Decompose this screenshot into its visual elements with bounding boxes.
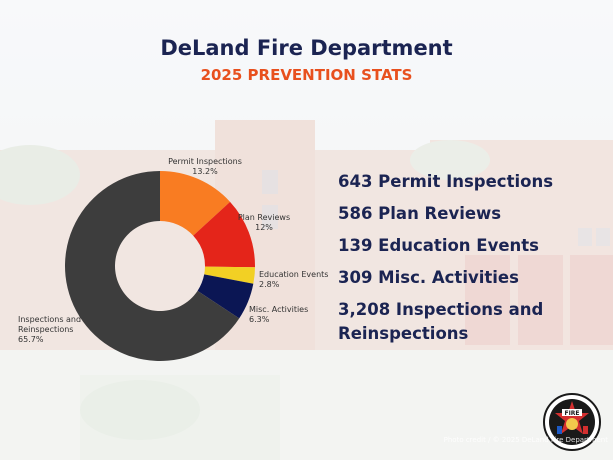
donut-slice-plan-reviews xyxy=(193,201,255,268)
stat-misc-activities: 309 Misc. Activities xyxy=(338,268,519,287)
slice-label: Plan Reviews 12% xyxy=(238,213,290,232)
stat-permit-inspections: 643 Permit Inspections xyxy=(338,172,554,191)
donut-slice-misc-activities xyxy=(197,274,254,319)
photo-credit: Photo credit / © 2025 DeLand Fire Depart… xyxy=(443,436,608,444)
donut-slice-education-events xyxy=(204,266,255,284)
donut-chart: Permit Inspections 13.2% Plan Reviews 12% Ed… xyxy=(18,157,328,362)
badge-text: FIRE xyxy=(564,410,579,417)
page-title: DeLand Fire Department xyxy=(160,36,453,60)
fire-department-badge-icon: FIRE xyxy=(543,393,601,451)
slice-label: Education Events 2.8% xyxy=(259,270,328,289)
slice-label: Misc. Activities 6.3% xyxy=(249,305,308,324)
page-subtitle: 2025 PREVENTION STATS xyxy=(200,66,413,84)
stat-education-events: 139 Education Events xyxy=(338,236,539,255)
donut-slice-permit-inspections xyxy=(160,171,231,236)
slice-label: Permit Inspections 13.2% xyxy=(168,157,242,176)
stat-plan-reviews: 586 Plan Reviews xyxy=(338,204,502,223)
donut-slice-inspections-and-reinspections xyxy=(65,171,240,362)
stats-list: 643 Permit Inspections 586 Plan Reviews … xyxy=(338,170,608,354)
stat-inspections-reinspections: 3,208 Inspections and Reinspections xyxy=(338,300,544,343)
slice-label: Inspections and Reinspections 65.7% xyxy=(18,315,81,344)
